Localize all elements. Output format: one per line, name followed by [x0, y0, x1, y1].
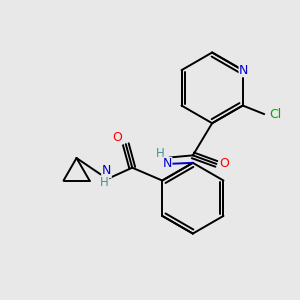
Text: H: H — [156, 147, 165, 160]
Text: H: H — [100, 176, 109, 189]
Text: O: O — [112, 131, 122, 144]
Text: N: N — [163, 158, 172, 170]
Text: O: O — [219, 158, 229, 170]
Text: N: N — [239, 64, 248, 77]
Text: Cl: Cl — [269, 108, 281, 121]
Text: N: N — [102, 164, 111, 177]
